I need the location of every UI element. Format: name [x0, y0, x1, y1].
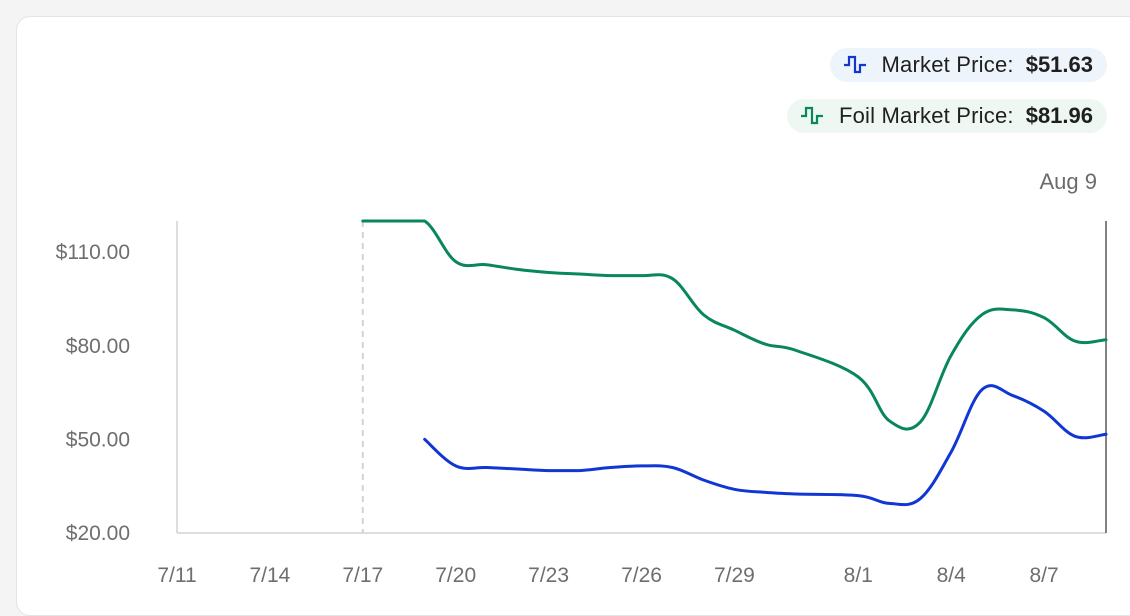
- x-tick-label: 8/1: [844, 564, 873, 587]
- y-tick-label: $20.00: [66, 522, 130, 545]
- x-tick-label: 7/11: [157, 564, 196, 587]
- hover-date-label: Aug 9: [1039, 169, 1098, 194]
- price-line-chart[interactable]: $20.00 $50.00 $80.00 $110.00 7/11 7/14 7/17 7/2…: [0, 0, 1130, 601]
- y-tick-label: $80.00: [66, 335, 130, 358]
- foil-market-price-line: [361, 219, 1108, 431]
- x-tick-label: 7/17: [342, 564, 383, 587]
- x-tick-label: 7/29: [714, 564, 755, 587]
- market-price-legend[interactable]: Market Price: $51.63: [829, 48, 1107, 82]
- market-price-line: [423, 384, 1108, 507]
- y-tick-label: $50.00: [66, 428, 130, 451]
- foil-market-price-legend[interactable]: Foil Market Price: $81.96: [786, 99, 1107, 133]
- x-tick-label: 7/23: [528, 564, 569, 587]
- foil-market-price-label: Foil Market Price:: [838, 103, 1014, 128]
- x-tick-label: 8/7: [1029, 564, 1058, 587]
- market-price-value: $51.63: [1025, 52, 1093, 77]
- market-price-label: Market Price:: [881, 52, 1014, 77]
- foil-step-line-icon: [799, 105, 825, 127]
- y-tick-label: $110.00: [56, 241, 130, 264]
- x-tick-label: 7/26: [621, 564, 662, 587]
- x-tick-label: 7/20: [435, 564, 476, 587]
- market-step-line-icon: [842, 54, 868, 76]
- x-tick-label: 7/14: [249, 564, 290, 587]
- foil-market-price-value: $81.96: [1025, 103, 1093, 128]
- x-tick-label: 8/4: [937, 564, 967, 587]
